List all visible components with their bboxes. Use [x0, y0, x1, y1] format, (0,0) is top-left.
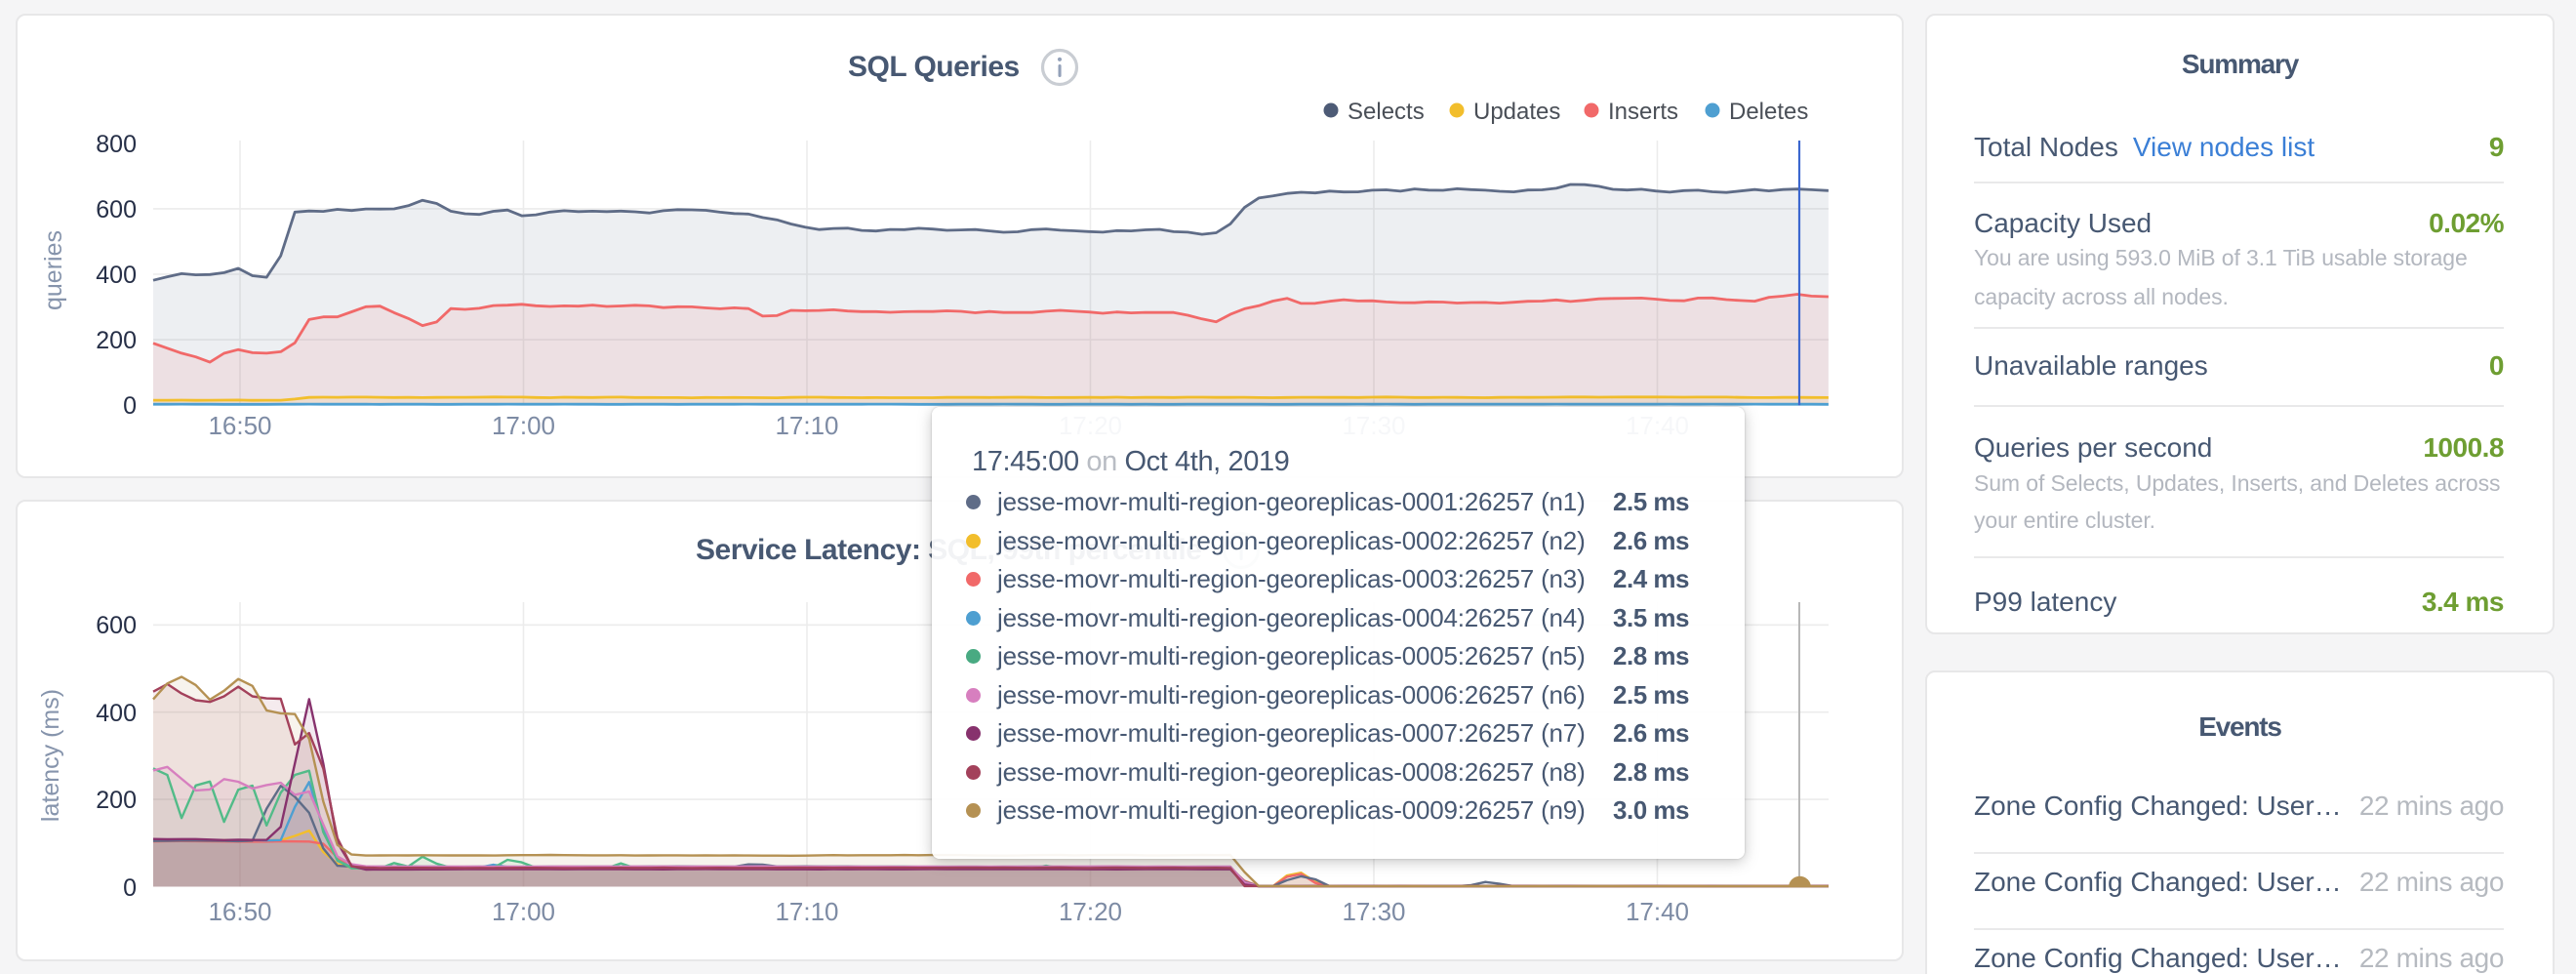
svg-text:400: 400: [96, 262, 137, 289]
svg-text:17:10: 17:10: [775, 897, 838, 926]
svg-text:latency (ms): latency (ms): [37, 689, 64, 822]
svg-text:17:20: 17:20: [1059, 897, 1122, 926]
svg-text:queries: queries: [40, 230, 67, 310]
svg-text:17:40: 17:40: [1626, 897, 1689, 926]
svg-text:17:10: 17:10: [775, 411, 838, 440]
svg-text:16:50: 16:50: [208, 411, 271, 440]
svg-text:0: 0: [123, 392, 137, 420]
svg-text:600: 600: [96, 196, 137, 223]
svg-text:200: 200: [96, 787, 137, 814]
svg-text:Deletes: Deletes: [1729, 99, 1808, 125]
svg-text:Updates: Updates: [1473, 99, 1560, 125]
svg-text:800: 800: [96, 131, 137, 158]
svg-text:17:00: 17:00: [492, 411, 555, 440]
svg-text:17:30: 17:30: [1342, 897, 1405, 926]
svg-text:200: 200: [96, 327, 137, 354]
svg-text:16:50: 16:50: [208, 897, 271, 926]
svg-text:Selects: Selects: [1348, 99, 1425, 125]
svg-text:400: 400: [96, 700, 137, 727]
svg-text:0: 0: [123, 874, 137, 902]
svg-text:Inserts: Inserts: [1608, 99, 1678, 125]
svg-text:600: 600: [96, 612, 137, 639]
svg-text:17:00: 17:00: [492, 897, 555, 926]
